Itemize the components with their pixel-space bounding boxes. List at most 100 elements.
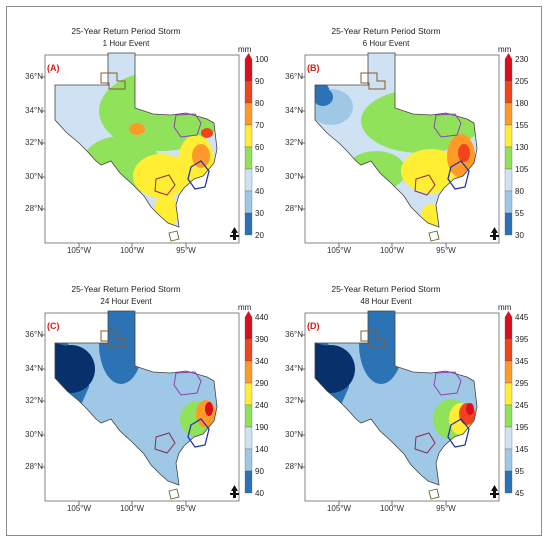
longitude-label: 100°W [379, 504, 405, 513]
colorbar-segment [244, 146, 253, 170]
panel-title: 25-Year Return Period Storm [331, 26, 441, 36]
unit-label: mm [498, 303, 512, 312]
watershed-outline [360, 330, 386, 348]
texas-outline [314, 52, 478, 228]
colorbar-segment [244, 316, 253, 340]
watershed-outline [168, 488, 180, 500]
colorbar-segment [244, 190, 253, 214]
panel-letter: (B) [307, 63, 320, 73]
colorbar-segment [504, 190, 513, 214]
colorbar-segment [504, 426, 513, 450]
colorbar-label: 20 [255, 231, 264, 240]
colorbar-label: 340 [255, 357, 269, 366]
panel-duration: 24 Hour Event [100, 297, 152, 306]
longitude-label: 100°W [379, 246, 405, 255]
watershed-outline [433, 371, 462, 396]
rain-zone [205, 402, 213, 416]
longitude-label: 105°W [66, 504, 92, 513]
map-panel-48-hour: 25-Year Return Period Storm 48 Hour Even… [271, 269, 531, 521]
rain-zone [55, 85, 93, 121]
colorbar-segment [244, 58, 253, 82]
colorbar-segment [504, 102, 513, 126]
colorbar [504, 53, 513, 236]
colorbar-label: 140 [255, 445, 269, 454]
latitude-label: 32°N [25, 138, 43, 147]
watershed-outline [414, 174, 436, 196]
colorbar-label: 55 [515, 209, 524, 218]
colorbar-segment [244, 382, 253, 406]
colorbar-label: 60 [255, 143, 264, 152]
colorbar-top-arrow [505, 53, 512, 59]
panel-letter: (C) [47, 321, 60, 331]
colorbar-segment [504, 448, 513, 472]
colorbar-label: 180 [515, 99, 529, 108]
latitude-label: 30°N [285, 430, 303, 439]
panel-title: 25-Year Return Period Storm [71, 284, 181, 294]
colorbar-label: 50 [255, 165, 264, 174]
colorbar-label: 295 [515, 379, 529, 388]
rain-zone [192, 144, 210, 168]
colorbar [244, 53, 253, 236]
colorbar-label: 90 [255, 77, 264, 86]
north-arrow-icon [490, 485, 499, 498]
colorbar-label: 440 [255, 313, 269, 322]
rain-zone [129, 123, 145, 135]
colorbar-label: 395 [515, 335, 529, 344]
unit-label: mm [238, 45, 252, 54]
watershed-outline [100, 72, 126, 90]
colorbar-segment [504, 212, 513, 236]
colorbar-segment [244, 212, 253, 236]
colorbar-segment [504, 382, 513, 406]
colorbar-top-arrow [245, 53, 252, 59]
rain-zone [133, 154, 189, 198]
colorbar [244, 311, 253, 494]
latitude-label: 36°N [285, 72, 303, 81]
colorbar-label: 40 [255, 489, 264, 498]
colorbar-label: 45 [515, 489, 524, 498]
colorbar-segment [244, 404, 253, 428]
rain-zone [381, 379, 461, 459]
texas-outline [54, 310, 218, 486]
latitude-label: 30°N [25, 430, 43, 439]
colorbar-segment [244, 448, 253, 472]
colorbar-segment [504, 360, 513, 384]
colorbar-top-arrow [245, 311, 252, 317]
longitude-label: 105°W [326, 504, 352, 513]
colorbar-segment [504, 146, 513, 170]
colorbar-label: 40 [255, 187, 264, 196]
colorbar-label: 345 [515, 357, 529, 366]
colorbar-segment [244, 470, 253, 494]
watershed-outline [433, 113, 462, 138]
colorbar-segment [504, 404, 513, 428]
latitude-label: 32°N [25, 396, 43, 405]
watershed-outline [173, 113, 202, 138]
colorbar-label: 245 [515, 401, 529, 410]
north-arrow-icon [230, 485, 239, 498]
colorbar-label: 30 [255, 209, 264, 218]
colorbar-label: 30 [515, 231, 524, 240]
colorbar-segment [244, 338, 253, 362]
latitude-label: 32°N [285, 396, 303, 405]
colorbar-segment [504, 470, 513, 494]
colorbar-label: 205 [515, 77, 529, 86]
texas-outline [54, 52, 218, 228]
watershed-outline [154, 174, 176, 196]
colorbar-label: 130 [515, 143, 529, 152]
colorbar [504, 311, 513, 494]
latitude-label: 32°N [285, 138, 303, 147]
latitude-label: 36°N [285, 330, 303, 339]
north-arrow-icon [230, 227, 239, 240]
panel-letter: (D) [307, 321, 320, 331]
longitude-label: 95°W [436, 504, 456, 513]
rain-zone [201, 128, 213, 138]
colorbar-segment [504, 58, 513, 82]
watershed-outline [428, 230, 440, 242]
colorbar-segment [244, 80, 253, 104]
longitude-label: 100°W [119, 504, 145, 513]
colorbar-label: 230 [515, 55, 529, 64]
texas-map [41, 52, 253, 247]
map-panel-1-hour: 25-Year Return Period Storm 1 Hour Event… [11, 11, 271, 263]
panel-letter: (A) [47, 63, 60, 73]
watershed-outline [414, 432, 436, 454]
longitude-label: 95°W [176, 246, 196, 255]
